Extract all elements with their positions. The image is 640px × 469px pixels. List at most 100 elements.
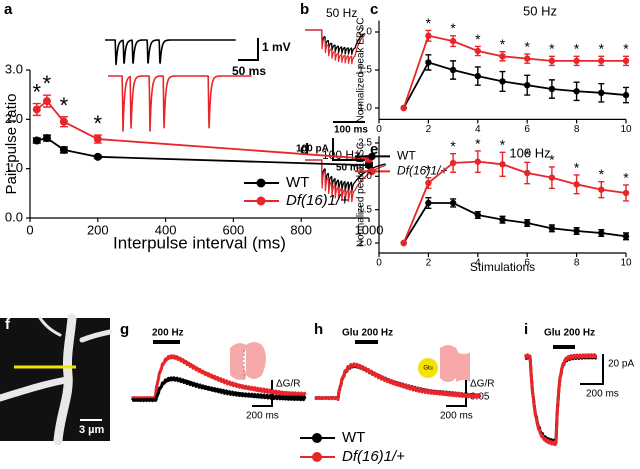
data-point (32, 105, 41, 114)
x-tick-label: 600 (223, 222, 245, 237)
data-point (573, 227, 580, 235)
glu-icon (418, 358, 438, 378)
data-point (548, 174, 556, 181)
x-axis-label: Interpulse interval (ms) (113, 233, 286, 252)
x-tick-label: 400 (155, 222, 177, 237)
significance-mark: * (500, 137, 506, 153)
data-point (622, 91, 630, 99)
x-tick-label: 4 (475, 258, 481, 269)
y-axis-label: Pair-pulse ratio (3, 94, 20, 195)
scale-label: 50 ms (232, 64, 266, 78)
significance-mark: * (475, 31, 481, 47)
trace (130, 376, 307, 403)
y-tick-label: 2.0 (5, 111, 23, 126)
panel-label: h (314, 321, 323, 338)
data-point (573, 88, 580, 95)
y-axis-label: Normalized peak EPSC (356, 142, 367, 247)
panel-label: e (370, 141, 378, 158)
significance-mark: * (94, 111, 103, 136)
data-point (598, 57, 605, 65)
data-point (425, 32, 432, 39)
scale-label: 1 mV (262, 40, 291, 54)
scale-bar (332, 138, 365, 161)
data-point (499, 216, 506, 223)
data-point (400, 239, 407, 247)
significance-mark: * (32, 79, 41, 104)
data-point (598, 89, 605, 97)
data-point (449, 66, 457, 74)
significance-mark: * (549, 151, 555, 167)
trace (130, 354, 307, 401)
legend-label: WT (286, 174, 309, 191)
data-point (474, 72, 481, 80)
data-point (573, 181, 580, 188)
scale-label: 200 ms (246, 411, 279, 422)
x-tick-label: 4 (475, 124, 481, 135)
data-point (474, 47, 481, 55)
significance-mark: * (426, 15, 432, 31)
y-tick-label: 1.5 (358, 204, 372, 215)
series-line (402, 34, 626, 109)
stim-label: Glu 200 Hz (544, 328, 595, 339)
data-point (42, 134, 51, 143)
data-point (548, 57, 556, 65)
y-tick-label: 0.0 (5, 209, 23, 224)
significance-mark: * (623, 41, 629, 57)
data-point (449, 159, 457, 167)
scale-label: 3 µm (79, 424, 105, 436)
stim-label: Glu 200 Hz (342, 328, 393, 339)
data-point (93, 152, 102, 161)
y-tick-label: 1.0 (358, 103, 372, 114)
y-tick-label: 3.0 (5, 61, 23, 76)
series-line (402, 61, 627, 109)
icon-label: Glu (423, 366, 432, 372)
data-point (425, 59, 432, 66)
chart-title: 100 Hz (509, 145, 550, 160)
significance-mark: * (524, 38, 530, 54)
x-tick-label: 8 (574, 258, 580, 269)
data-point (499, 53, 506, 60)
series-line (402, 202, 627, 244)
trace (304, 29, 366, 65)
panel-label: d (300, 141, 309, 158)
scale-label: ΔG/R (276, 379, 300, 390)
data-point (449, 199, 457, 207)
y-tick-label: 1.0 (5, 160, 23, 175)
data-point (524, 219, 531, 227)
stim-label: 200 Hz (152, 328, 184, 339)
data-point (400, 104, 407, 112)
x-tick-label: 2 (426, 124, 432, 135)
significance-mark: * (426, 162, 432, 178)
y-tick-label: 1.0 (358, 238, 372, 249)
data-point (42, 97, 51, 106)
panel-title: 100 Hz (322, 148, 360, 162)
data-point (474, 211, 481, 219)
legend-label: WT (397, 149, 416, 163)
y-tick-label: 1.5 (358, 65, 372, 76)
scale-label: 100 pA (296, 144, 329, 155)
data-point (474, 158, 481, 165)
trace (107, 75, 253, 132)
significance-mark: * (623, 169, 629, 185)
legend-label: Df(16)1/+ (397, 164, 447, 178)
scale-bar (446, 380, 467, 407)
y-tick-label: 2.0 (358, 171, 372, 182)
data-point (59, 145, 68, 154)
data-point (622, 233, 630, 240)
x-tick-label: 0 (376, 258, 382, 269)
scale-label: ΔG/R (470, 379, 494, 390)
series-line (402, 160, 627, 244)
legend-marker (256, 196, 266, 206)
x-tick-label: 8 (574, 124, 580, 135)
x-tick-label: 0 (376, 124, 382, 135)
significance-mark: * (574, 41, 580, 57)
legend-label: WT (342, 429, 365, 446)
data-point (524, 169, 531, 177)
significance-mark: * (599, 41, 605, 57)
data-point (59, 117, 68, 126)
legend-marker (312, 452, 322, 462)
significance-mark: * (524, 147, 530, 163)
data-point (622, 57, 630, 65)
data-point (524, 55, 531, 62)
